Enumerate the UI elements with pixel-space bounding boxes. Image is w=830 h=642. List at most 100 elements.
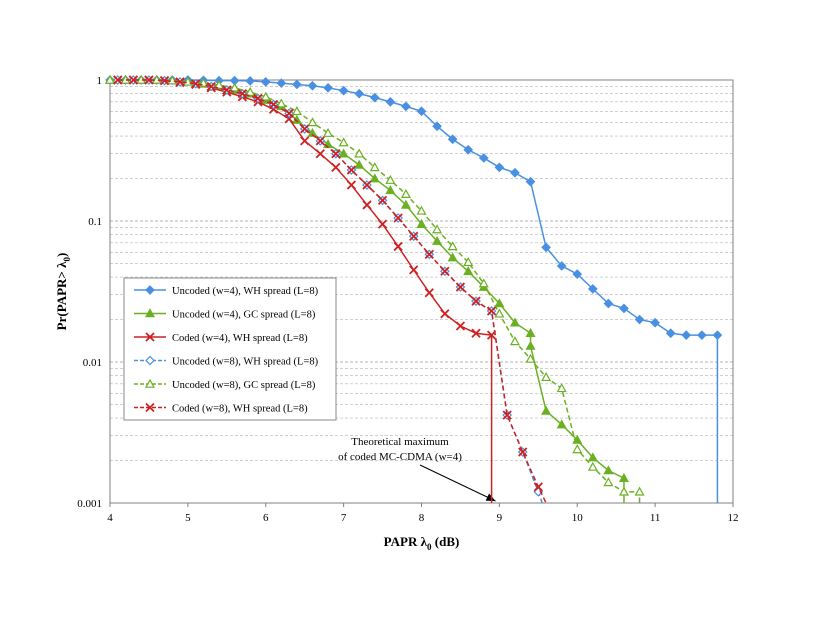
annotation-arrow-head [485, 493, 496, 501]
marker-stroke [393, 213, 403, 223]
marker-stroke [533, 482, 543, 492]
data-point [603, 477, 614, 487]
marker-stroke [518, 447, 528, 457]
marker-stroke [268, 99, 279, 110]
data-point [697, 330, 707, 341]
data-point [587, 452, 598, 462]
x-tick-label: 9 [497, 512, 503, 524]
data-point [214, 79, 225, 89]
data-point [113, 75, 123, 85]
data-point [104, 74, 116, 84]
x-tick-label: 6 [263, 512, 269, 524]
data-point [338, 85, 349, 96]
data-point [315, 149, 325, 159]
marker-stroke [145, 332, 155, 342]
marker-stroke [471, 296, 481, 306]
data-point [463, 256, 474, 267]
data-point [291, 106, 302, 116]
data-point [354, 159, 365, 169]
legend-label: Coded (w=8), WH spread (L=8) [172, 404, 308, 415]
legend-entry: Uncoded (w=8), GC spread (L=8) [134, 378, 316, 391]
data-point [447, 252, 458, 262]
series-layer [104, 74, 723, 504]
data-point [455, 282, 466, 292]
marker-stroke [315, 149, 325, 159]
data-point [416, 205, 427, 215]
marker-stroke [206, 81, 216, 92]
data-point [650, 317, 660, 328]
data-point [159, 75, 170, 86]
marker-stroke [128, 75, 138, 85]
data-point [409, 231, 419, 241]
marker-stroke [455, 282, 466, 292]
data-point [300, 124, 310, 134]
y-axis-title: Pr(PAPR> λ0) [54, 253, 72, 331]
x-tick-label: 8 [419, 512, 425, 524]
data-point [128, 75, 138, 85]
legend-box [123, 277, 337, 421]
marker-stroke [471, 328, 481, 338]
data-point [245, 76, 256, 86]
marker-stroke [300, 124, 310, 134]
data-point [315, 136, 325, 146]
series-6 [113, 75, 547, 504]
marker-stroke [346, 165, 357, 175]
data-point [260, 91, 271, 101]
legend-marker [144, 308, 156, 318]
legend-label: Uncoded (w=8), WH spread (L=8) [172, 357, 319, 368]
data-point [533, 482, 543, 492]
marker-stroke [253, 93, 263, 104]
marker-stroke [409, 231, 419, 241]
marker-stroke [440, 266, 450, 276]
y-axis-title-main: Pr(PAPR> λ [54, 261, 69, 330]
data-point [486, 306, 497, 316]
data-point [175, 77, 185, 87]
legend: Uncoded (w=4), WH spread (L=8) Uncoded (w… [123, 277, 337, 421]
data-point [300, 136, 310, 146]
series-1 [105, 75, 723, 503]
marker-stroke [377, 219, 388, 229]
data-point [323, 127, 334, 137]
data-point [440, 309, 450, 319]
legend-label: Coded (w=4), WH spread (L=8) [172, 333, 308, 344]
data-point [634, 486, 645, 496]
marker-stroke [440, 309, 450, 319]
legend-marker [145, 332, 155, 342]
data-point [393, 213, 403, 223]
data-point [338, 148, 349, 158]
data-point [354, 88, 365, 99]
data-point [502, 410, 512, 420]
data-point [206, 81, 216, 92]
marker-stroke [424, 288, 434, 298]
data-point [346, 165, 357, 175]
data-point [572, 444, 583, 454]
marker-stroke [362, 200, 372, 210]
data-point [603, 298, 614, 309]
data-point [346, 180, 357, 190]
data-point [681, 330, 692, 341]
y-axis-title-sub: 0 [62, 257, 72, 262]
legend-label: Uncoded (w=4), WH spread (L=8) [172, 286, 319, 297]
y-tick-label: 0.01 [83, 357, 102, 369]
tick-labels: 4 5 6 7 8 9 10 11 12 0.001 0.01 0.1 1 [77, 75, 738, 524]
data-point [525, 353, 536, 363]
data-point [634, 314, 645, 325]
data-point [416, 218, 427, 228]
data-point [354, 148, 365, 158]
data-point [276, 78, 287, 88]
data-point [509, 336, 520, 346]
data-point [572, 269, 583, 279]
data-point [323, 82, 333, 93]
data-point [245, 86, 256, 96]
x-tick-label: 12 [728, 512, 739, 524]
legend-entry: Uncoded (w=4), GC spread (L=8) [134, 308, 316, 321]
marker-stroke [455, 321, 466, 331]
data-point [432, 235, 443, 245]
data-point [369, 173, 380, 183]
series-line [117, 79, 547, 504]
data-point [393, 241, 403, 252]
marker-stroke [144, 75, 154, 85]
marker-stroke [222, 85, 232, 95]
data-point [222, 85, 232, 95]
